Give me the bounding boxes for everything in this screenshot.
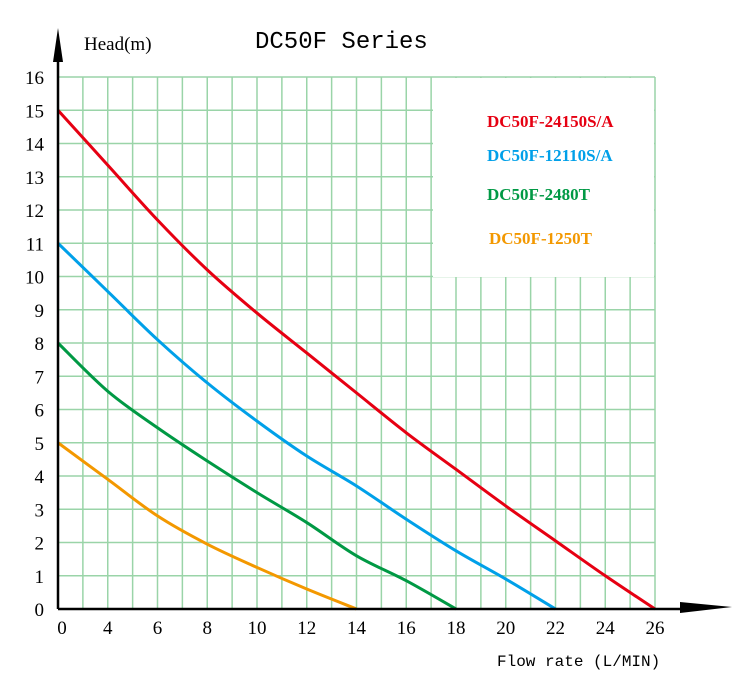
x-tick-label: 20 [496,618,515,639]
x-tick-label: 14 [347,618,367,639]
ticks: 0 4 6 8 10 12 14 16 18 20 22 24 26012345678910111213… [25,68,665,639]
curves [56,109,656,611]
y-tick-label: 2 [35,534,45,555]
y-tick-label: 7 [35,367,45,388]
x-tick-label: 8 [203,618,213,639]
y-tick-label: 0 [35,600,45,621]
x-tick-label: 0 [57,618,67,639]
legend-entry-0: DC50F-24150S/A [487,112,614,131]
y-tick-label: 4 [35,467,45,488]
x-tick-label: 18 [447,618,466,639]
series-line-0 [56,109,656,611]
y-tick-label: 13 [25,168,44,189]
y-tick-label: 5 [35,434,45,455]
legend-entry-2: DC50F-2480T [487,185,591,204]
legend-entry-3: DC50F-1250T [489,229,593,248]
x-tick-label: 26 [646,618,665,639]
x-tick-label: 12 [297,618,316,639]
x-tick-label: 6 [153,618,163,639]
y-tick-label: 1 [35,567,45,588]
y-axis-label: Head(m) [84,34,152,55]
y-axis-arrow-icon [53,28,63,62]
x-tick-label: 16 [397,618,416,639]
series-line-1 [56,242,557,611]
x-tick-label: 24 [596,618,616,639]
y-tick-label: 9 [35,301,45,322]
y-tick-label: 3 [35,500,45,521]
y-tick-label: 8 [35,334,45,355]
legend: DC50F-24150S/A DC50F-12110S/A DC50F-2480T D… [487,112,614,248]
y-tick-label: 15 [25,101,44,122]
y-tick-label: 16 [25,68,44,89]
chart-title: DC50F Series [255,29,428,56]
x-tick-label: 4 [103,618,113,639]
y-tick-label: 14 [25,135,45,156]
x-tick-label: 10 [248,618,267,639]
series-line-3 [57,441,358,611]
series-line-2 [56,341,457,611]
x-axis-arrow-icon [680,602,732,613]
y-tick-label: 6 [35,401,45,422]
y-tick-label: 11 [26,234,44,255]
legend-box [433,78,654,277]
axes [53,28,732,613]
x-tick-label: 22 [546,618,565,639]
y-tick-label: 12 [25,201,44,222]
legend-entry-1: DC50F-12110S/A [487,146,613,165]
y-tick-label: 10 [25,268,44,289]
x-axis-label: Flow rate (L/MIN) [497,653,660,671]
